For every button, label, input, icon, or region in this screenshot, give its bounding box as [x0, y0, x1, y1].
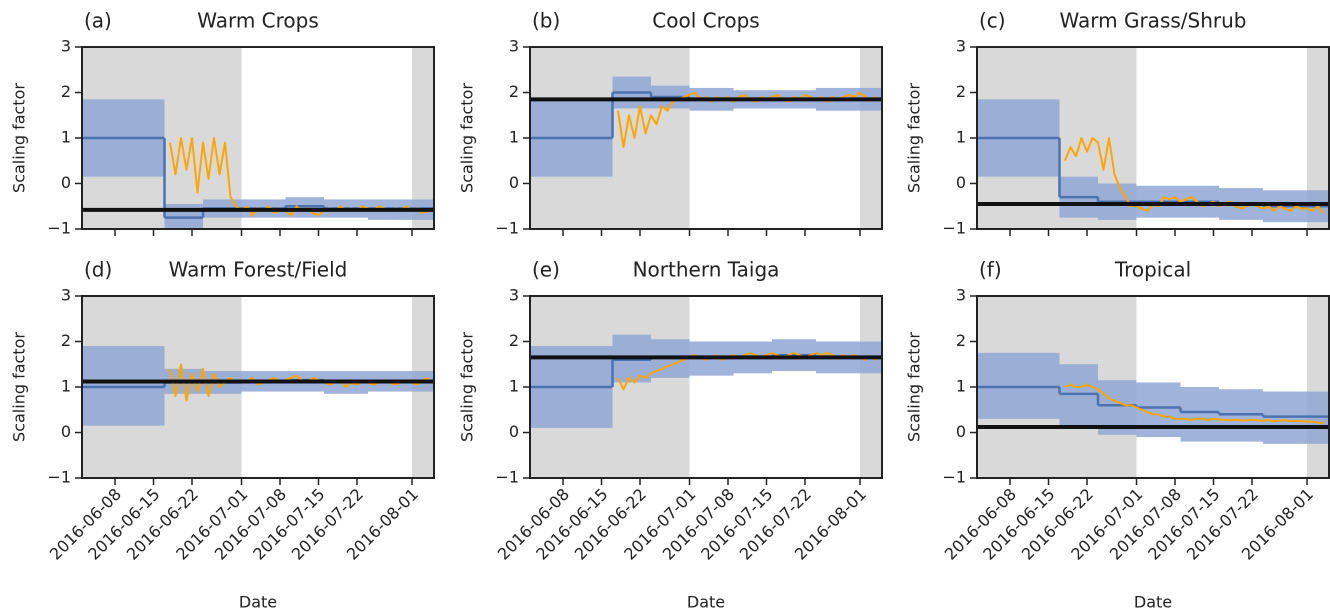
- panel: −1 0 1 2 3 (c) Warm Grass/Shrub Scaling factor: [905, 9, 1330, 238]
- plot-area: [977, 47, 1329, 229]
- observed-line: [1064, 137, 1325, 214]
- panel: −101232016-06-082016-06-152016-06-222016…: [905, 258, 1330, 612]
- x-axis-label: Date: [1134, 593, 1172, 612]
- panel: −101232016-06-082016-06-152016-06-222016…: [458, 258, 883, 612]
- panel: −101232016-06-082016-06-152016-06-222016…: [10, 258, 435, 612]
- y-tick-label: 1: [509, 377, 519, 396]
- y-tick-label: −1: [942, 468, 966, 487]
- y-axis-label: Scaling factor: [905, 332, 924, 442]
- panel-label: (d): [84, 258, 112, 282]
- y-tick-label: 2: [61, 82, 71, 101]
- shaded-period: [412, 47, 434, 229]
- plot-area: [530, 47, 882, 229]
- y-tick-label: 1: [956, 128, 966, 147]
- y-tick-label: 3: [509, 37, 519, 56]
- y-tick-label: 3: [956, 37, 966, 56]
- y-axis-label: Scaling factor: [10, 332, 29, 442]
- panel-label: (e): [532, 258, 560, 282]
- y-tick-label: 0: [956, 173, 966, 192]
- y-tick-label: −1: [47, 468, 71, 487]
- panel-title: Warm Crops: [197, 9, 319, 33]
- y-tick-label: −1: [495, 468, 519, 487]
- shaded-period: [860, 47, 882, 229]
- panel-title: Northern Taiga: [633, 258, 780, 282]
- y-tick-label: 1: [61, 377, 71, 396]
- panel-title: Warm Forest/Field: [169, 258, 348, 282]
- y-tick-label: −1: [47, 219, 71, 238]
- y-tick-label: 3: [956, 286, 966, 305]
- panel-title: Tropical: [1114, 258, 1191, 282]
- y-axis-label: Scaling factor: [458, 332, 477, 442]
- y-tick-label: 0: [509, 422, 519, 441]
- plot-area: [82, 47, 434, 229]
- y-tick-label: 2: [509, 82, 519, 101]
- y-axis-label: Scaling factor: [905, 83, 924, 193]
- y-tick-label: 2: [61, 331, 71, 350]
- y-axis-label: Scaling factor: [10, 83, 29, 193]
- panel-title: Warm Grass/Shrub: [1060, 9, 1247, 33]
- y-tick-label: 2: [509, 331, 519, 350]
- plot-area: [977, 296, 1329, 478]
- y-tick-label: −1: [495, 219, 519, 238]
- y-tick-label: 3: [61, 37, 71, 56]
- prior-band: [1180, 387, 1219, 442]
- panel: −1 0 1 2 3 (a) Warm Crops Scaling factor: [10, 9, 435, 238]
- plot-area: [530, 296, 882, 478]
- y-tick-label: 1: [509, 128, 519, 147]
- observed-line: [1064, 383, 1324, 425]
- y-tick-label: 0: [61, 173, 71, 192]
- shaded-period: [1307, 296, 1329, 478]
- y-tick-label: 3: [509, 286, 519, 305]
- x-axis-label: Date: [239, 593, 277, 612]
- y-axis-label: Scaling factor: [458, 83, 477, 193]
- y-tick-label: 0: [956, 422, 966, 441]
- shaded-period: [860, 296, 882, 478]
- y-tick-label: 2: [956, 331, 966, 350]
- y-tick-label: 1: [61, 128, 71, 147]
- shaded-period: [1307, 47, 1329, 229]
- x-axis-label: Date: [687, 593, 725, 612]
- panel: −1 0 1 2 3 (b) Cool Crops Scaling factor: [458, 9, 883, 238]
- y-tick-label: 3: [61, 286, 71, 305]
- y-tick-label: 2: [956, 82, 966, 101]
- y-tick-label: 0: [509, 173, 519, 192]
- panel-label: (b): [532, 9, 560, 33]
- y-tick-label: 1: [956, 377, 966, 396]
- panel-title: Cool Crops: [652, 9, 759, 33]
- panel-label: (a): [84, 9, 112, 33]
- plot-area: [82, 296, 434, 478]
- panel-label: (c): [979, 9, 1006, 33]
- y-tick-label: 0: [61, 422, 71, 441]
- y-tick-label: −1: [942, 219, 966, 238]
- panel-label: (f): [979, 258, 1002, 282]
